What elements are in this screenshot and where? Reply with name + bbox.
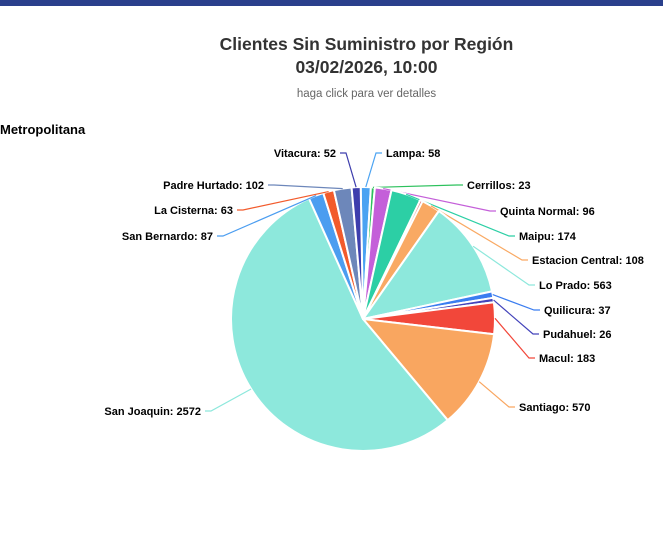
slice-label-cerrillos: Cerrillos: 23: [467, 180, 531, 192]
slice-connector: [405, 193, 515, 237]
chart-subtitle: haga click para ver detalles: [296, 88, 437, 100]
slice-label-pudahuel: Pudahuel: 26: [543, 329, 611, 341]
slice-connector: [217, 195, 317, 237]
chart-title: Clientes Sin Suministro por Región: [219, 34, 514, 54]
pie-slice-lo-prado[interactable]: [362, 210, 494, 320]
chart-title-datetime: 03/02/2026, 10:00: [295, 57, 438, 77]
top-accent-bar: [0, 0, 663, 6]
slice-label-san-bernardo: San Bernardo: 87: [122, 231, 213, 243]
slice-connector: [383, 188, 496, 212]
pie-slice-santiago[interactable]: [362, 318, 496, 422]
slice-connector: [494, 317, 535, 359]
slice-connector: [365, 152, 382, 188]
slice-label-vitacura: Vitacura: 52: [274, 148, 336, 160]
slice-connector: [478, 381, 515, 408]
slice-label-santiago: Santiago: 570: [519, 402, 591, 414]
slice-label-lo-prado: Lo Prado: 563: [539, 280, 612, 292]
region-label: Metropolitana: [0, 122, 86, 137]
chart-header: Clientes Sin Suministro por Región 03/02…: [70, 33, 663, 100]
slice-label-quilicura: Quilicura: 37: [544, 305, 611, 317]
slice-connector: [372, 184, 463, 188]
slice-label-maipu: Maipu: 174: [519, 231, 577, 243]
slice-connector: [492, 294, 540, 311]
slice-connector: [493, 299, 539, 335]
slice-label-quinta-normal: Quinta Normal: 96: [500, 206, 595, 218]
slice-connector: [340, 152, 357, 188]
slice-label-estacion-central: Estacion Central: 108: [532, 255, 644, 267]
slice-connector: [205, 388, 252, 412]
slice-label-padre-hurtado: Padre Hurtado: 102: [163, 180, 264, 192]
pie-slice-san-joaquin[interactable]: [230, 197, 449, 452]
slice-label-san-joaquin: San Joaquin: 2572: [104, 406, 201, 418]
slice-label-lampa: Lampa: 58: [386, 148, 440, 160]
slice-label-la-cisterna: La Cisterna: 63: [154, 205, 233, 217]
slice-connector: [237, 191, 329, 211]
slice-connector: [268, 184, 343, 190]
slice-label-macul: Macul: 183: [539, 353, 595, 365]
slice-connector: [430, 205, 528, 261]
slice-connector: [472, 245, 535, 286]
